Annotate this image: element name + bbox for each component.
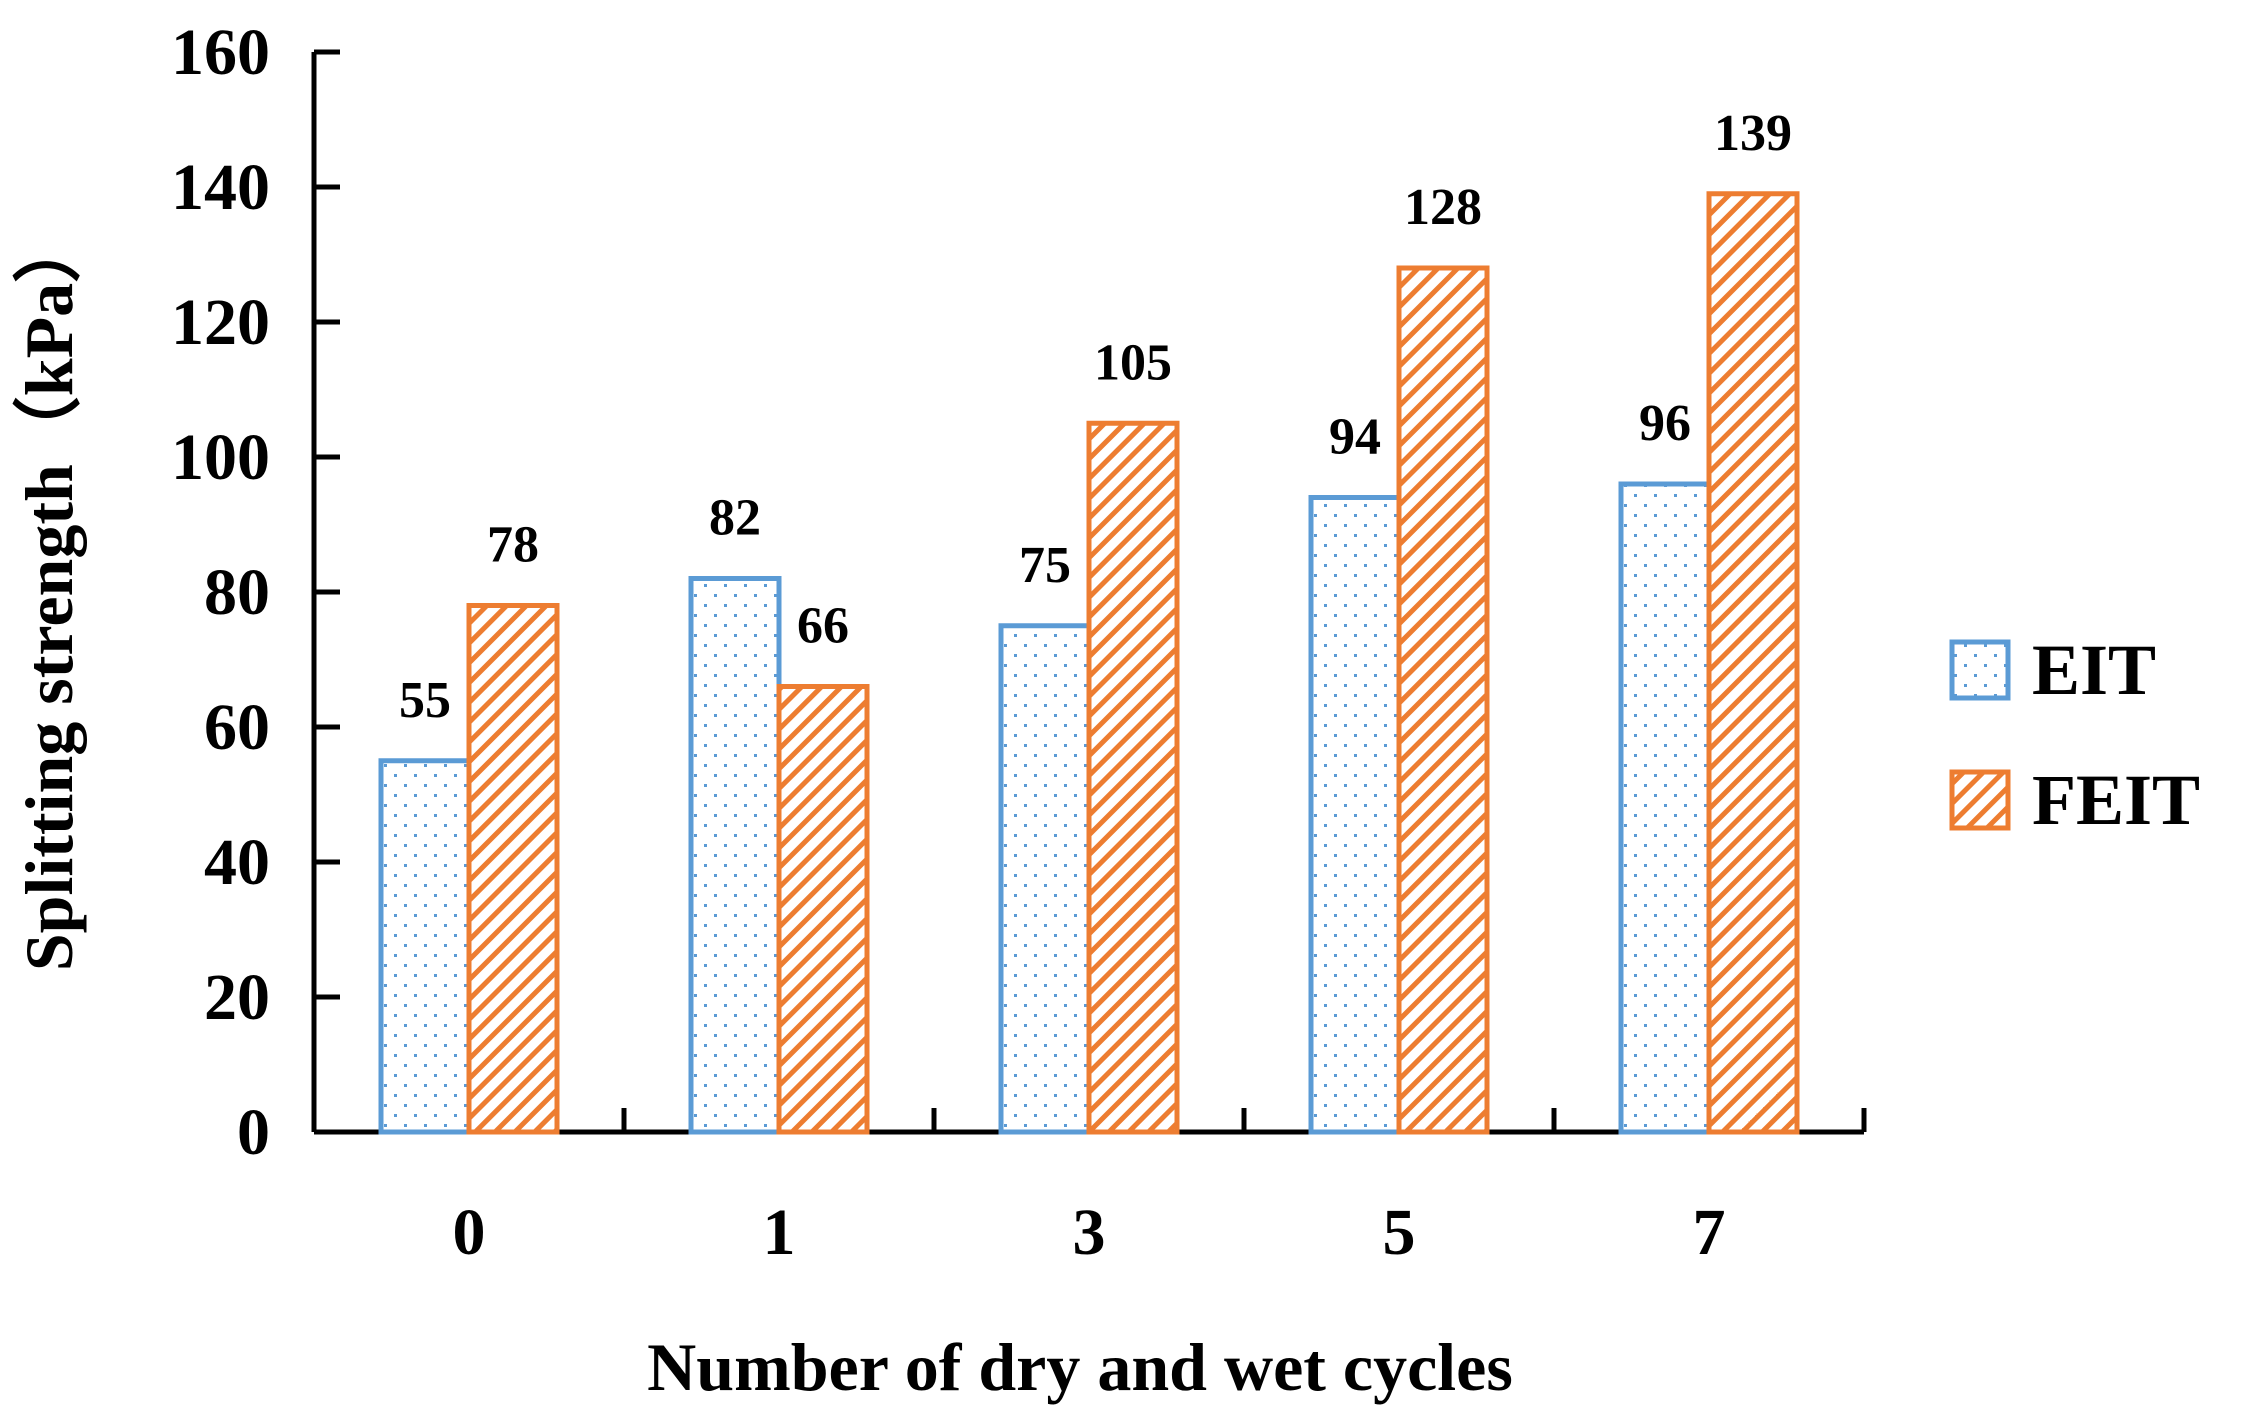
legend-label-eit: EIT — [2032, 630, 2156, 710]
bar-feit — [1706, 191, 1800, 1135]
data-label-eit: 96 — [1639, 395, 1691, 452]
y-tick-label: 140 — [171, 151, 270, 224]
y-tick-label: 80 — [204, 556, 270, 629]
x-tick-label: 7 — [1693, 1196, 1726, 1269]
bar-eit — [1308, 495, 1402, 1135]
legend-swatch-eit — [1949, 639, 2011, 701]
y-axis-title: Splitting strength（kPa） — [11, 215, 87, 971]
data-label-feit: 105 — [1094, 334, 1172, 391]
x-tick-label: 0 — [453, 1196, 486, 1269]
x-axis-title: Number of dry and wet cycles — [647, 1329, 1513, 1405]
legend-label-feit: FEIT — [2032, 760, 2200, 840]
data-label-eit: 55 — [399, 672, 451, 729]
bar-eit — [998, 623, 1092, 1135]
y-tick-label: 160 — [171, 16, 270, 89]
bar-feit — [466, 603, 560, 1135]
data-label-feit: 139 — [1714, 105, 1792, 162]
y-tick-label: 60 — [204, 691, 270, 764]
y-tick-label: 120 — [171, 286, 270, 359]
data-label-eit: 82 — [709, 490, 761, 547]
bar-eit — [378, 758, 472, 1135]
y-tick-label: 100 — [171, 421, 270, 494]
bar-feit — [776, 684, 870, 1135]
x-tick-label: 5 — [1383, 1196, 1416, 1269]
data-label-feit: 66 — [797, 598, 849, 655]
y-tick-label: 20 — [204, 961, 270, 1034]
data-label-eit: 75 — [1019, 537, 1071, 594]
bar-feit — [1086, 420, 1180, 1135]
data-label-feit: 128 — [1404, 179, 1482, 236]
data-label-eit: 94 — [1329, 409, 1381, 466]
bar-eit — [688, 576, 782, 1135]
legend-swatch-feit — [1949, 769, 2011, 831]
x-tick-label: 3 — [1073, 1196, 1106, 1269]
bar-eit — [1618, 481, 1712, 1135]
x-tick-label: 1 — [763, 1196, 796, 1269]
y-tick-label: 0 — [237, 1096, 270, 1169]
bar-feit — [1396, 265, 1490, 1135]
data-label-feit: 78 — [487, 517, 539, 574]
y-tick-label: 40 — [204, 826, 270, 899]
